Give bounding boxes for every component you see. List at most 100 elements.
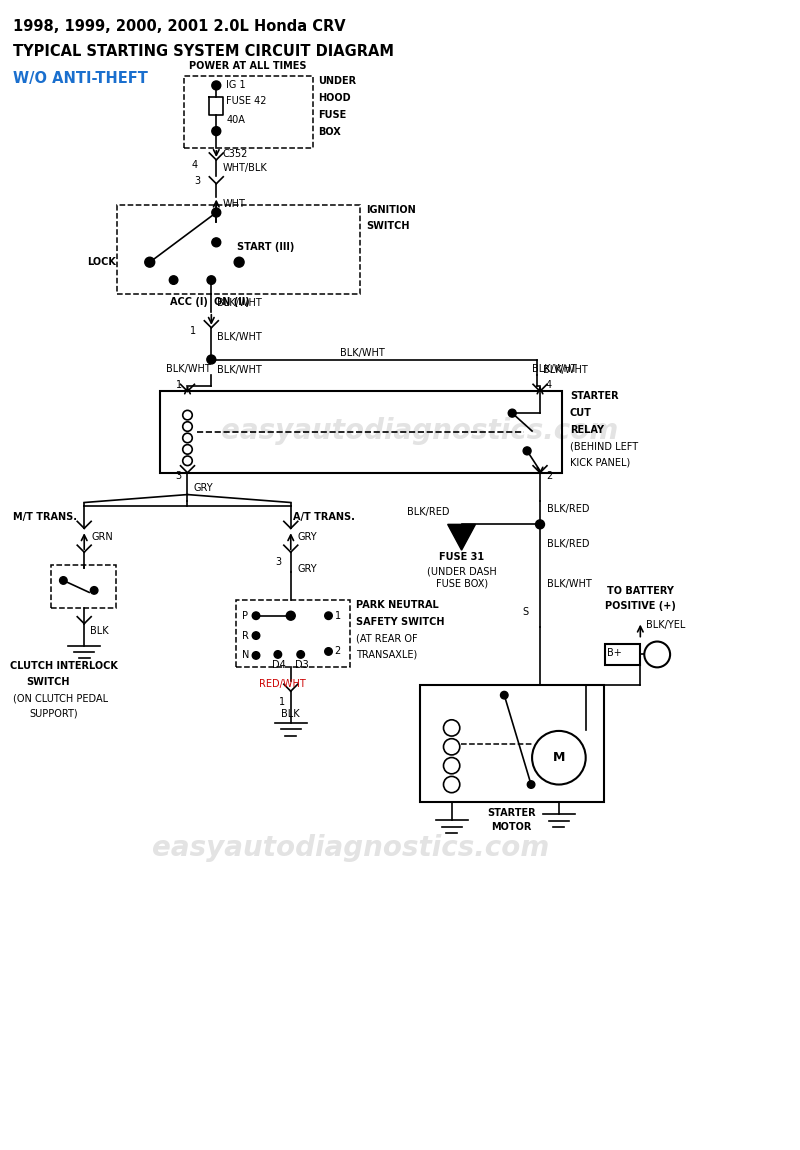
Text: 4: 4 bbox=[191, 160, 198, 170]
Text: easyautodiagnostics.com: easyautodiagnostics.com bbox=[222, 417, 618, 445]
Text: (AT REAR OF: (AT REAR OF bbox=[356, 634, 418, 644]
Text: HOOD: HOOD bbox=[318, 93, 351, 104]
Text: S: S bbox=[522, 607, 528, 616]
Bar bbox=[183, 77, 313, 148]
Text: RED/WHT: RED/WHT bbox=[259, 680, 306, 689]
Circle shape bbox=[170, 276, 178, 284]
Circle shape bbox=[297, 651, 305, 658]
Circle shape bbox=[325, 647, 332, 655]
Text: BLK/RED: BLK/RED bbox=[547, 539, 590, 550]
Text: IG 1: IG 1 bbox=[226, 81, 246, 91]
Text: SAFETY SWITCH: SAFETY SWITCH bbox=[356, 616, 445, 627]
Text: 3: 3 bbox=[194, 176, 201, 186]
Text: 1: 1 bbox=[175, 381, 182, 390]
Text: BLK/YEL: BLK/YEL bbox=[646, 620, 686, 630]
Bar bbox=[605, 644, 640, 666]
Text: BLK/WHT: BLK/WHT bbox=[166, 365, 210, 375]
Text: FUSE 42: FUSE 42 bbox=[226, 97, 266, 106]
Circle shape bbox=[325, 612, 332, 620]
Text: R: R bbox=[242, 630, 249, 641]
Text: BLK/RED: BLK/RED bbox=[407, 507, 450, 518]
Circle shape bbox=[234, 258, 244, 267]
Text: 4: 4 bbox=[546, 381, 552, 390]
Text: 2: 2 bbox=[334, 646, 341, 657]
Text: KICK PANEL): KICK PANEL) bbox=[570, 458, 630, 468]
Circle shape bbox=[145, 258, 154, 267]
Text: GRY: GRY bbox=[298, 532, 318, 543]
Circle shape bbox=[252, 652, 260, 659]
Text: SWITCH: SWITCH bbox=[366, 222, 410, 231]
Circle shape bbox=[90, 586, 98, 595]
Text: UNDER: UNDER bbox=[318, 77, 357, 86]
Text: CLUTCH INTERLOCK: CLUTCH INTERLOCK bbox=[10, 661, 118, 672]
Text: BLK: BLK bbox=[90, 626, 109, 636]
Text: BLK/WHT: BLK/WHT bbox=[532, 365, 577, 375]
Text: TO BATTERY: TO BATTERY bbox=[607, 585, 674, 596]
Bar bbox=[420, 685, 603, 803]
Text: WHT: WHT bbox=[222, 199, 245, 208]
Circle shape bbox=[286, 612, 295, 620]
Text: START (III): START (III) bbox=[237, 243, 294, 252]
Text: (ON CLUTCH PEDAL: (ON CLUTCH PEDAL bbox=[13, 693, 108, 703]
Text: SUPPORT): SUPPORT) bbox=[30, 708, 78, 718]
Text: 3: 3 bbox=[275, 557, 281, 567]
Text: TRANSAXLE): TRANSAXLE) bbox=[356, 650, 418, 659]
Circle shape bbox=[212, 81, 221, 90]
Text: D4: D4 bbox=[272, 660, 286, 670]
Text: 1: 1 bbox=[279, 697, 285, 707]
Text: M/T TRANS.: M/T TRANS. bbox=[13, 513, 77, 522]
Text: GRN: GRN bbox=[91, 532, 113, 543]
Text: N: N bbox=[242, 651, 250, 660]
Text: W/O ANTI-THEFT: W/O ANTI-THEFT bbox=[13, 70, 147, 85]
Text: BLK/WHT: BLK/WHT bbox=[218, 366, 262, 375]
Text: 2: 2 bbox=[546, 470, 552, 481]
Text: BLK/WHT: BLK/WHT bbox=[547, 578, 592, 589]
Text: GRY: GRY bbox=[298, 564, 318, 574]
Text: POSITIVE (+): POSITIVE (+) bbox=[605, 600, 676, 611]
Circle shape bbox=[274, 651, 282, 658]
Circle shape bbox=[508, 409, 516, 417]
Text: BLK/RED: BLK/RED bbox=[547, 505, 590, 514]
Text: 1: 1 bbox=[190, 325, 195, 336]
Circle shape bbox=[212, 126, 221, 136]
Text: BLK/WHT: BLK/WHT bbox=[218, 331, 262, 342]
Text: IGNITION: IGNITION bbox=[366, 205, 416, 215]
Text: BLK/WHT: BLK/WHT bbox=[218, 298, 262, 308]
Text: RELAY: RELAY bbox=[570, 426, 604, 435]
Text: M: M bbox=[553, 751, 565, 765]
Text: D3: D3 bbox=[294, 660, 309, 670]
Text: POWER AT ALL TIMES: POWER AT ALL TIMES bbox=[190, 61, 307, 70]
Text: STARTER: STARTER bbox=[570, 391, 618, 401]
Circle shape bbox=[207, 355, 216, 365]
Bar bbox=[236, 600, 350, 667]
Circle shape bbox=[207, 276, 215, 284]
Circle shape bbox=[501, 691, 508, 699]
Text: 40A: 40A bbox=[226, 115, 245, 125]
Text: 3: 3 bbox=[175, 470, 182, 481]
Circle shape bbox=[535, 520, 545, 529]
Text: (BEHIND LEFT: (BEHIND LEFT bbox=[570, 442, 638, 452]
Text: PARK NEUTRAL: PARK NEUTRAL bbox=[356, 600, 439, 610]
Circle shape bbox=[212, 208, 221, 217]
Text: FUSE BOX): FUSE BOX) bbox=[435, 578, 488, 589]
Text: LOCK: LOCK bbox=[87, 258, 116, 267]
Circle shape bbox=[527, 781, 535, 788]
Text: BLK/WHT: BLK/WHT bbox=[341, 347, 385, 358]
Text: P: P bbox=[242, 611, 248, 621]
Text: A/T TRANS.: A/T TRANS. bbox=[293, 513, 354, 522]
Text: CUT: CUT bbox=[570, 408, 592, 419]
Bar bbox=[160, 391, 562, 473]
Text: easyautodiagnostics.com: easyautodiagnostics.com bbox=[152, 834, 549, 862]
Text: (UNDER DASH: (UNDER DASH bbox=[426, 566, 497, 576]
Text: FUSE: FUSE bbox=[318, 110, 347, 121]
Text: ON (II): ON (II) bbox=[214, 297, 250, 307]
Circle shape bbox=[523, 447, 531, 455]
Circle shape bbox=[252, 631, 260, 639]
Text: C352: C352 bbox=[222, 148, 248, 159]
Text: BLK: BLK bbox=[281, 710, 299, 719]
Circle shape bbox=[59, 576, 67, 584]
Text: ACC (I): ACC (I) bbox=[170, 297, 207, 307]
Text: MOTOR: MOTOR bbox=[491, 822, 532, 833]
Text: 1998, 1999, 2000, 2001 2.0L Honda CRV: 1998, 1999, 2000, 2001 2.0L Honda CRV bbox=[13, 18, 346, 33]
Circle shape bbox=[212, 238, 221, 247]
